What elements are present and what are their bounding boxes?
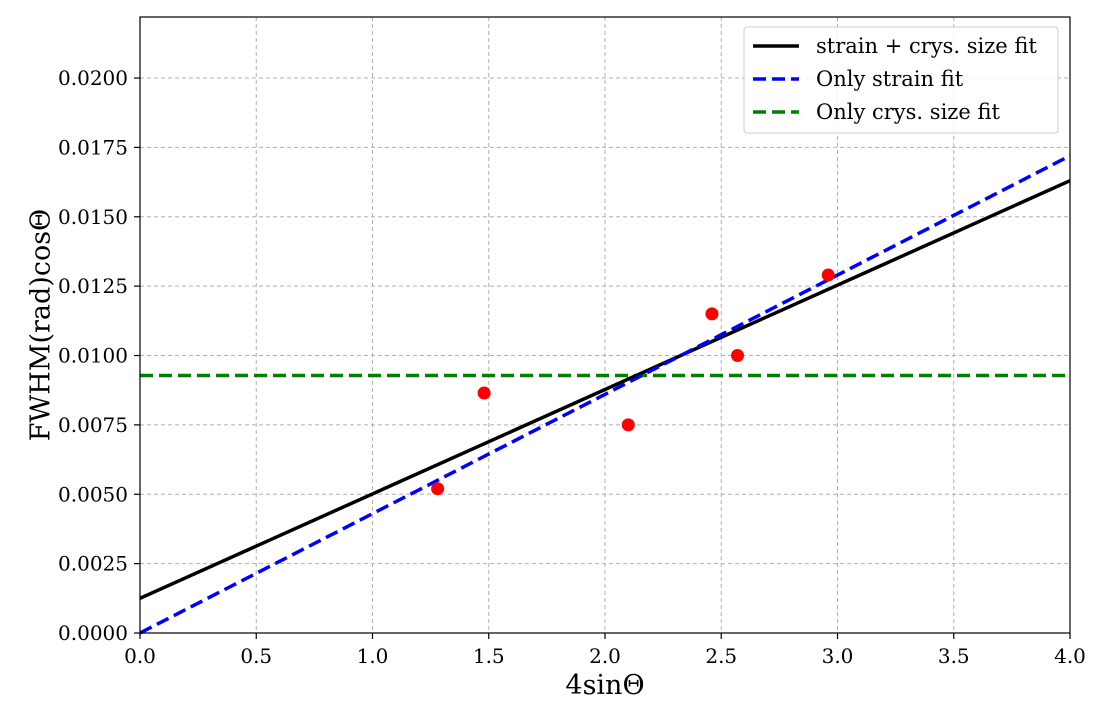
y-tick-label: 0.0100	[58, 344, 128, 368]
data-point	[821, 268, 835, 282]
x-tick-label: 4.0	[1054, 644, 1086, 668]
legend-box	[743, 26, 1059, 134]
y-tick-label: 0.0125	[58, 274, 128, 298]
y-tick-label: 0.0075	[58, 413, 128, 437]
x-tick-label: 1.5	[473, 644, 505, 668]
fit-line-strain-crys-size	[139, 179, 1071, 600]
x-tick-label: 2.0	[589, 644, 621, 668]
legend: strain + crys. size fit Only strain fit …	[743, 26, 1059, 134]
data-point	[431, 482, 445, 496]
y-tick-label: 0.0000	[58, 621, 128, 645]
y-tick-label: 0.0175	[58, 135, 128, 159]
x-tick-label: 3.0	[822, 644, 854, 668]
x-tick-label: 0.0	[124, 644, 156, 668]
x-axis-title: 4sinΘ	[565, 670, 644, 701]
y-tick-label: 0.0050	[58, 482, 128, 506]
data-point	[731, 349, 745, 363]
legend-label-strain-crys-size: strain + crys. size fit	[816, 34, 1037, 58]
data-point	[477, 386, 491, 400]
x-tick-label: 1.0	[357, 644, 389, 668]
data-point	[705, 307, 719, 321]
y-tick-label: 0.0025	[58, 552, 128, 576]
x-tick-label: 3.5	[938, 644, 970, 668]
legend-label-only-strain: Only strain fit	[816, 67, 964, 91]
x-tick-label: 0.5	[240, 644, 272, 668]
y-axis-title: FWHM(rad)cosΘ	[25, 209, 56, 441]
y-tick-label: 0.0200	[58, 66, 128, 90]
fit-line-only-strain	[139, 154, 1071, 635]
fit-lines	[139, 154, 1071, 635]
data-points	[431, 268, 835, 496]
y-tick-label: 0.0150	[58, 205, 128, 229]
legend-label-only-crys-size: Only crys. size fit	[816, 100, 1000, 124]
axis-ticks: 0.0 0.5 1.0 1.5 2.0 2.5 3.0 3.5 4.0 0.0000 0.0025 0…	[58, 66, 1086, 668]
x-tick-label: 2.5	[705, 644, 737, 668]
data-point	[621, 418, 635, 432]
